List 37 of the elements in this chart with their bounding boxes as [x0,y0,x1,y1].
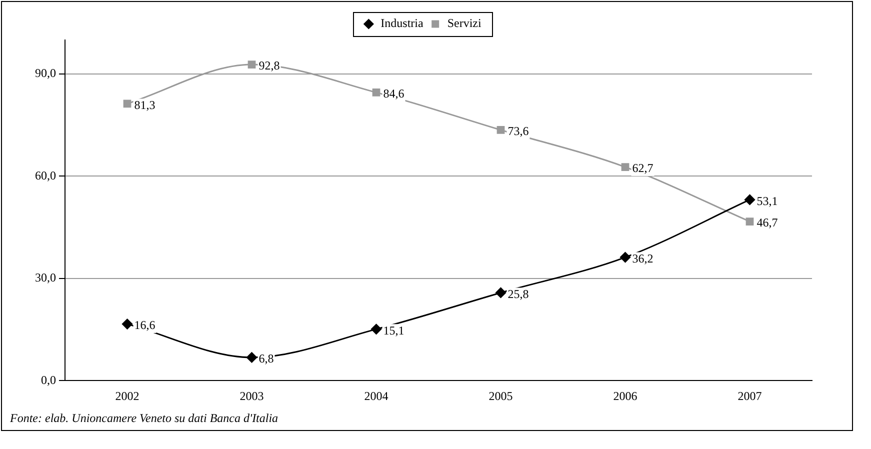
point [621,163,630,171]
y-tick-label: 30,0 [35,270,56,285]
point [122,318,132,330]
data-label: 16,6 [134,318,156,332]
data-label: 15,1 [383,323,404,338]
x-tick-label: 2002 [115,388,140,403]
y-tick-label: 60,0 [35,168,56,182]
source-note: Fonte: elab. Unioncamere Veneto su dati Banca d'Italia [10,411,278,426]
point [496,126,505,134]
data-label: 62,7 [632,161,654,176]
point [496,287,506,298]
data-label: 81,3 [134,98,156,112]
x-tick-label: 2005 [488,388,513,403]
point [371,324,382,334]
point [248,60,256,68]
data-label: 36,2 [632,251,654,266]
legend-label: Industria [380,16,424,30]
point [123,100,132,108]
point [372,88,380,96]
x-tick-label: 2007 [738,388,762,403]
y-tick-label: 90,0 [35,66,56,80]
data-label: 25,8 [508,286,529,301]
y-tick-label: 0,0 [41,372,56,387]
x-tick-label: 2004 [364,388,388,403]
data-label: 46,7 [756,216,778,230]
point [246,352,257,363]
point [744,194,755,205]
data-label: 73,6 [508,124,529,138]
legend-label: Servizi [447,16,482,30]
data-label: 53,1 [756,194,778,208]
data-label: 84,6 [383,86,404,101]
x-tick-label: 2006 [613,388,638,403]
x-tick-label: 2003 [240,388,264,403]
data-label: 92,8 [258,58,280,73]
point [746,218,754,226]
data-label: 6,8 [258,352,274,366]
point [620,252,630,263]
